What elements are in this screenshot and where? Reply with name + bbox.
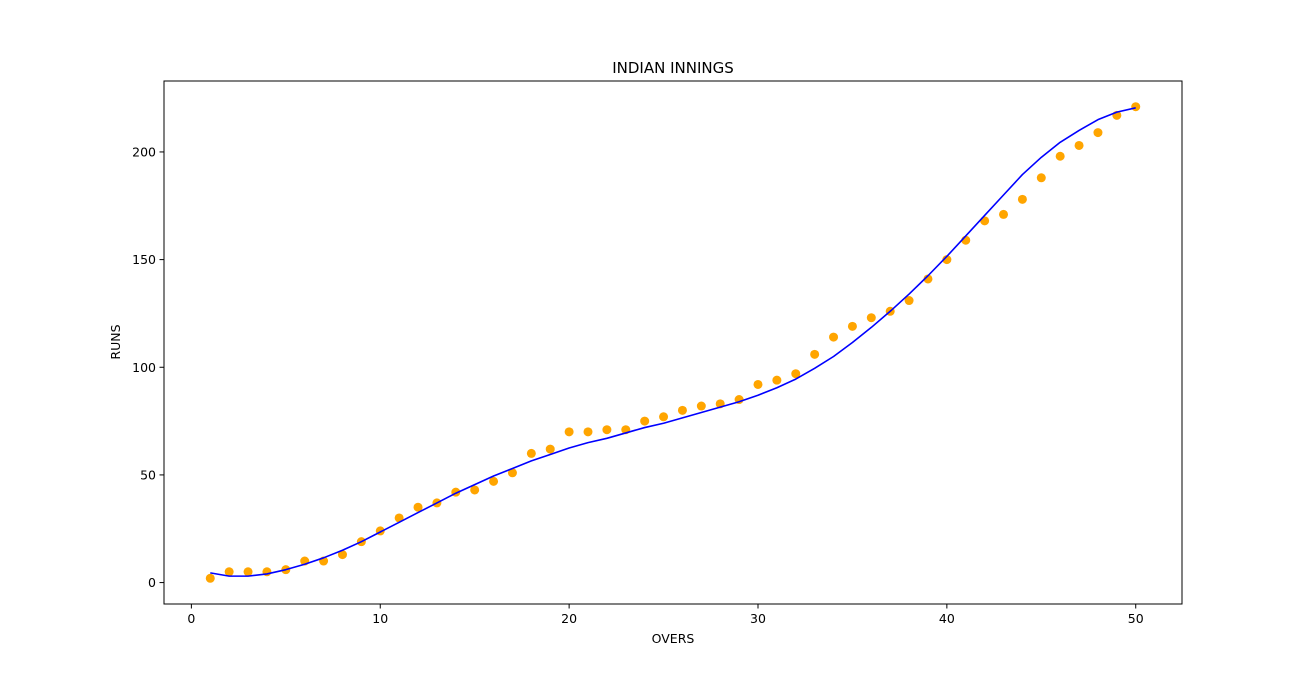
x-tick-label: 10 bbox=[372, 611, 388, 626]
data-point bbox=[696, 401, 706, 411]
data-point bbox=[999, 209, 1009, 219]
data-point bbox=[677, 405, 687, 415]
data-point bbox=[1131, 102, 1141, 112]
data-point bbox=[394, 513, 404, 523]
data-point bbox=[923, 274, 933, 284]
data-point bbox=[545, 444, 555, 454]
data-point bbox=[847, 321, 857, 331]
data-point bbox=[1055, 151, 1065, 161]
x-axis-label: OVERS bbox=[652, 631, 695, 646]
data-point bbox=[904, 296, 914, 306]
y-tick-label: 100 bbox=[132, 360, 156, 375]
plot-frame bbox=[163, 80, 1183, 605]
data-point bbox=[489, 476, 499, 486]
data-point bbox=[659, 412, 669, 422]
y-tick-label: 0 bbox=[148, 575, 156, 590]
data-point bbox=[243, 567, 253, 577]
x-tick-label: 20 bbox=[561, 611, 577, 626]
data-point bbox=[1036, 173, 1046, 183]
data-point bbox=[583, 427, 593, 437]
y-tick-label: 200 bbox=[132, 144, 156, 159]
data-point bbox=[866, 313, 876, 323]
y-tick-label: 150 bbox=[132, 252, 156, 267]
x-tick-label: 30 bbox=[750, 611, 766, 626]
x-tick-label: 40 bbox=[939, 611, 955, 626]
data-point bbox=[526, 448, 536, 458]
x-tick-label: 0 bbox=[187, 611, 195, 626]
data-point bbox=[640, 416, 650, 426]
data-point bbox=[337, 550, 347, 560]
data-point bbox=[1074, 140, 1084, 150]
data-point bbox=[507, 468, 517, 478]
data-point bbox=[810, 349, 820, 359]
data-point bbox=[602, 425, 612, 435]
x-tick-label: 50 bbox=[1128, 611, 1144, 626]
chart-title: INDIAN INNINGS bbox=[612, 59, 734, 77]
data-point bbox=[772, 375, 782, 385]
data-point bbox=[791, 369, 801, 379]
y-tick-label: 50 bbox=[140, 467, 156, 482]
data-point bbox=[564, 427, 574, 437]
data-point bbox=[1017, 194, 1027, 204]
data-point bbox=[942, 255, 952, 265]
data-point bbox=[753, 379, 763, 389]
data-point bbox=[224, 567, 234, 577]
plot-layer bbox=[205, 102, 1141, 583]
fit-line bbox=[210, 107, 1136, 577]
y-axis-label: RUNS bbox=[108, 324, 123, 359]
data-point bbox=[205, 573, 215, 583]
data-point bbox=[413, 502, 423, 512]
axis-layer: 0 10 20 30 40 50 0 50 100 150 200 bbox=[132, 144, 1144, 626]
data-point bbox=[829, 332, 839, 342]
data-point bbox=[470, 485, 480, 495]
data-point bbox=[1093, 128, 1103, 138]
